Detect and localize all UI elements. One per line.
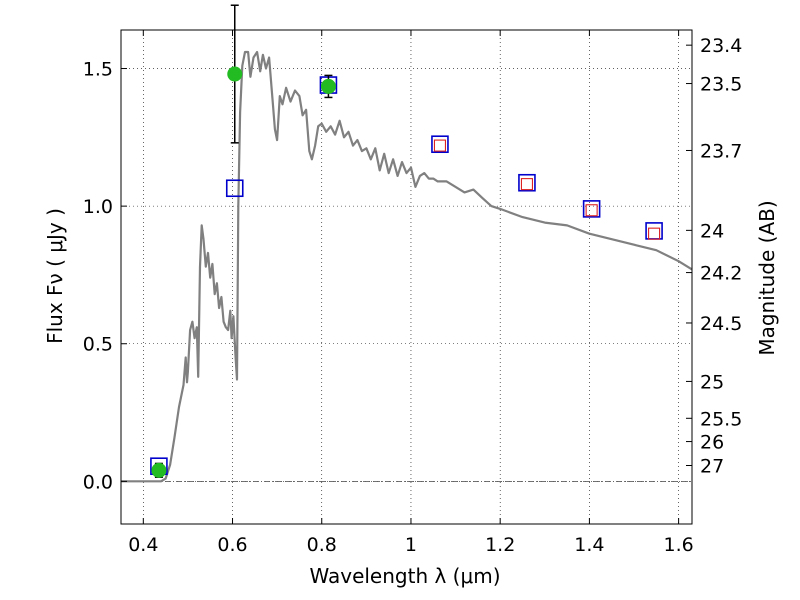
observed-flux-square (520, 178, 533, 191)
data-points (150, 4, 663, 478)
x-axis-label: Wavelength λ (μm) (309, 564, 500, 588)
x-tick-label: 1.4 (574, 534, 604, 556)
magnitude-tick-label: 25 (700, 371, 724, 393)
y-axis-ticks: 0.0 0.5 1.0 1.5 (83, 59, 127, 493)
model-flux-square (431, 135, 449, 154)
magnitude-tick-label: 23.4 (700, 35, 742, 57)
x-tick-label: 0.4 (128, 534, 158, 556)
x-tick-label: 0.8 (307, 534, 337, 556)
x-tick-label: 1.6 (664, 534, 694, 556)
magnitude-axis-label: Magnitude (AB) (755, 200, 779, 355)
observed-flux-square (585, 204, 598, 217)
model-flux-square (518, 173, 536, 192)
x-axis-ticks: 0.4 0.6 0.8 1 1.2 1.4 1.6 (128, 30, 694, 556)
magnitude-tick-label: 24 (700, 220, 724, 242)
magnitude-tick-label: 23.7 (700, 140, 742, 162)
magnitude-tick-label: 24.5 (700, 313, 742, 335)
plot-frame (120, 29, 693, 525)
magnitude-tick-label: 25.5 (700, 408, 742, 430)
model-flux-square (582, 200, 601, 218)
photometry-point (151, 462, 167, 478)
spectrum-line (121, 50, 693, 483)
y-axis-label: Flux Fν ( μJy ) (43, 208, 67, 344)
observed-flux-square (433, 139, 447, 152)
photometry-point (227, 66, 243, 82)
model-flux-square (225, 179, 244, 198)
y-tick-label: 1.0 (83, 196, 113, 218)
y-tick-label: 1.5 (83, 59, 113, 81)
magnitude-tick-label: 26 (700, 432, 724, 454)
magnitude-tick-label: 23.5 (700, 74, 742, 96)
x-tick-label: 0.6 (217, 534, 247, 556)
x-tick-label: 1.2 (485, 534, 515, 556)
grid-lines (121, 30, 692, 524)
model-spectrum (121, 50, 693, 483)
y-tick-label: 0.0 (83, 471, 113, 493)
magnitude-tick-label: 24.2 (700, 263, 742, 285)
photometry-point (320, 78, 336, 94)
x-tick-label: 1 (405, 534, 417, 556)
magnitude-tick-label: 27 (700, 456, 724, 478)
observed-flux-square (648, 227, 661, 240)
y-tick-label: 0.5 (83, 334, 113, 356)
